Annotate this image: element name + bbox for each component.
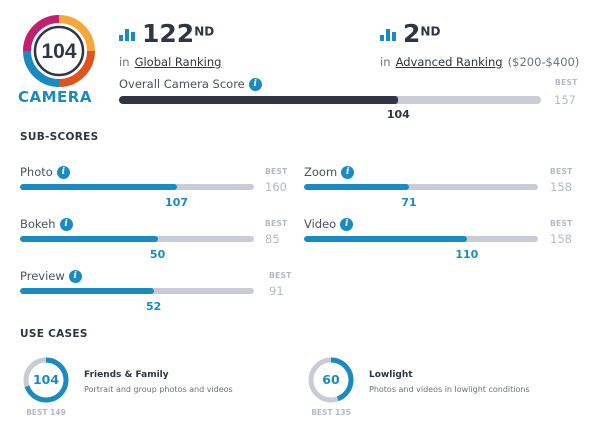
info-icon[interactable]: i <box>59 218 73 231</box>
subscore-preview-fill <box>20 288 154 294</box>
subscore-preview-best-value: 91 <box>269 284 284 298</box>
usecase-lowlight-ring <box>307 356 355 408</box>
usecase-friends-family-value: 104 <box>32 372 60 387</box>
subscore-photo-label: Photo i <box>20 165 70 179</box>
subscore-bokeh-value: 50 <box>149 248 166 261</box>
advanced-ranking-link[interactable]: Advanced Ranking <box>395 55 503 69</box>
subscore-photo-best-value: 160 <box>265 180 287 194</box>
subscore-zoom-value: 71 <box>401 196 417 209</box>
usecase-lowlight-value: 60 <box>322 372 340 387</box>
usecase-lowlight-title: Lowlight <box>369 370 413 380</box>
subscore-zoom-fill <box>304 184 410 190</box>
camera-label: CAMERA <box>18 88 92 106</box>
subscore-video-fill <box>304 236 467 242</box>
subscore-photo-bar <box>20 184 254 190</box>
overall-score-fill <box>119 96 399 104</box>
subscore-photo-value: 107 <box>165 196 189 209</box>
global-rank-number: 122ND <box>142 19 215 48</box>
usecases-title: USE CASES <box>20 328 88 340</box>
overall-score-bar <box>119 96 541 104</box>
subscore-preview-value: 52 <box>145 300 162 313</box>
info-icon[interactable]: i <box>341 166 355 179</box>
subscore-photo-best-caption: BEST <box>265 167 288 176</box>
info-icon[interactable]: i <box>56 166 70 179</box>
subscore-preview-bar <box>20 288 254 294</box>
subscore-bokeh-label: Bokeh i <box>20 217 73 231</box>
subscore-zoom-bar <box>304 184 538 190</box>
subscore-zoom-best-caption: BEST <box>550 167 573 176</box>
subscore-bokeh-best-caption: BEST <box>265 219 288 228</box>
badge-ring-icon: 104 <box>23 15 95 87</box>
subscore-zoom-best-value: 158 <box>550 180 572 194</box>
info-icon[interactable]: i <box>248 78 262 91</box>
advanced-rank-caption: in Advanced Ranking ($200-$400) <box>380 55 580 69</box>
subscore-bokeh-best-value: 85 <box>265 232 280 246</box>
badge-score: 104 <box>41 40 76 63</box>
usecase-friends-family-desc: Portrait and group photos and videos <box>84 385 233 394</box>
subscores-title: SUB-SCORES <box>20 131 99 143</box>
overall-score-label: Overall Camera Score i <box>119 77 262 91</box>
usecase-friends-family-title: Friends & Family <box>84 370 169 380</box>
advanced-rank-icon <box>380 26 396 45</box>
subscore-preview-best-caption: BEST <box>269 271 292 280</box>
subscore-photo-fill <box>20 184 177 190</box>
overall-score-value: 104 <box>386 108 410 121</box>
usecase-friends-family-best: BEST 149 <box>26 408 66 417</box>
subscore-video-label: Video i <box>304 217 354 231</box>
subscore-video-best-caption: BEST <box>550 219 573 228</box>
global-rank-icon <box>119 26 135 45</box>
usecase-friends-family-ring <box>22 356 70 408</box>
subscore-video-value: 110 <box>455 248 479 261</box>
info-icon[interactable]: i <box>340 218 354 231</box>
subscore-video-bar <box>304 236 538 242</box>
subscore-bokeh-bar <box>20 236 254 242</box>
global-rank-caption: in Global Ranking <box>119 55 222 69</box>
subscore-zoom-label: Zoom i <box>304 165 355 179</box>
subscore-bokeh-fill <box>20 236 158 242</box>
subscore-preview-label: Preview i <box>20 269 82 283</box>
advanced-rank-number: 2ND <box>403 19 441 48</box>
subscore-video-best-value: 158 <box>550 232 572 246</box>
camera-score-badge: 104 <box>22 14 96 88</box>
info-icon[interactable]: i <box>68 270 82 283</box>
usecase-lowlight-best: BEST 135 <box>311 408 351 417</box>
global-ranking-link[interactable]: Global Ranking <box>134 55 222 69</box>
overall-best-caption: BEST <box>555 78 578 87</box>
usecase-lowlight-desc: Photos and videos in lowlight conditions <box>369 385 530 394</box>
overall-best-value: 157 <box>554 93 576 107</box>
